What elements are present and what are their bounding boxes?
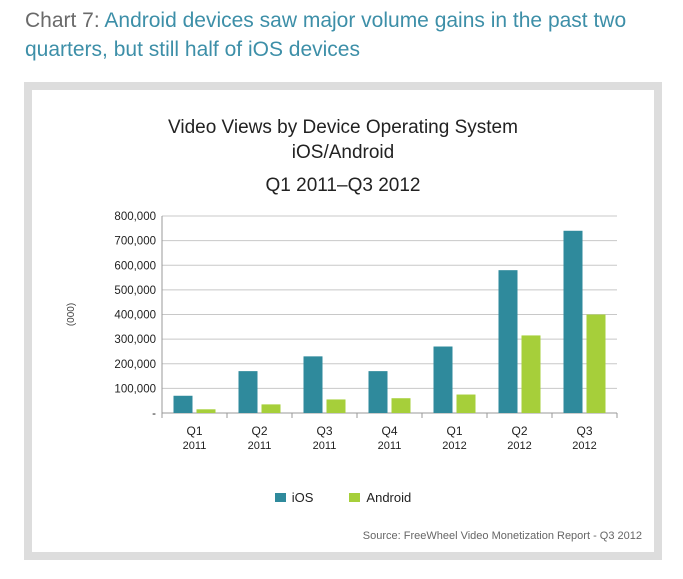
bar-ios-q1-2012 [433,346,453,413]
bar-android-q1-2012 [456,394,476,413]
bar-ios-q2-2011 [238,371,258,413]
bar-android-q2-2012 [521,335,541,413]
x-tick-label-quarter: Q1 [186,424,202,438]
x-tick-label-year: 2012 [442,440,466,452]
x-tick-label-year: 2011 [313,440,337,452]
x-tick-label-quarter: Q2 [511,424,527,438]
chart-title-line-1: Video Views by Device Operating System [168,117,518,138]
bar-ios-q3-2011 [303,356,323,413]
bar-android-q2-2011 [261,404,281,413]
x-tick-label-year: 2011 [248,440,272,452]
legend-swatch-ios [274,493,286,502]
x-tick-label-year: 2011 [378,440,402,452]
y-tick-label: 600,000 [114,260,156,272]
chart-title-line-3: Q1 2011–Q3 2012 [265,175,421,196]
y-axis-label: (000) [66,303,77,326]
bar-android-q3-2011 [326,399,346,413]
x-tick-label-year: 2011 [183,440,207,452]
bar-android-q4-2011 [391,398,411,413]
x-tick-label-year: 2012 [572,440,596,452]
y-tick-label: 300,000 [114,334,156,346]
legend-item-android: Android [349,490,411,505]
y-tick-label: 400,000 [114,310,156,322]
chart-title-line-2: iOS/Android [291,142,395,163]
y-tick-label: 500,000 [114,285,156,297]
chart-legend: iOS Android [32,490,654,505]
y-tick-label: 100,000 [114,383,156,395]
bar-ios-q1-2011 [173,395,193,413]
y-tick-label: 200,000 [114,359,156,371]
chart-number: Chart 7: [25,9,100,32]
x-tick-label-quarter: Q1 [446,424,462,438]
source-note: Source: FreeWheel Video Monetization Rep… [362,530,642,542]
legend-label-android: Android [366,490,412,505]
bar-chart: - 100,000 200,000 300,000 400,000 500,000 600,… [66,211,618,452]
bar-ios-q2-2012 [498,270,518,413]
chart-caption: Android devices saw major volume gains i… [25,9,627,61]
bar-android-q1-2011 [196,409,216,413]
chart-heading: Chart 7: Android devices saw major volum… [25,6,665,64]
x-tick-label-quarter: Q2 [251,424,267,438]
bar-ios-q3-2012 [563,230,583,413]
bar-ios-q4-2011 [368,371,388,413]
x-tick-label-quarter: Q3 [316,424,332,438]
legend-swatch-android [349,493,361,502]
chart-frame: Video Views by Device Operating System i… [24,82,662,560]
bar-android-q3-2012 [586,314,606,413]
y-tick-label: - [152,408,156,420]
x-tick-label-year: 2012 [507,440,531,452]
legend-label-ios: iOS [291,490,314,505]
y-tick-label: 800,000 [114,211,156,223]
x-tick-label-quarter: Q4 [381,424,397,438]
chart-card: Video Views by Device Operating System i… [32,90,654,552]
legend-item-ios: iOS [274,490,314,505]
x-tick-label-quarter: Q3 [576,424,592,438]
y-tick-label: 700,000 [114,236,156,248]
